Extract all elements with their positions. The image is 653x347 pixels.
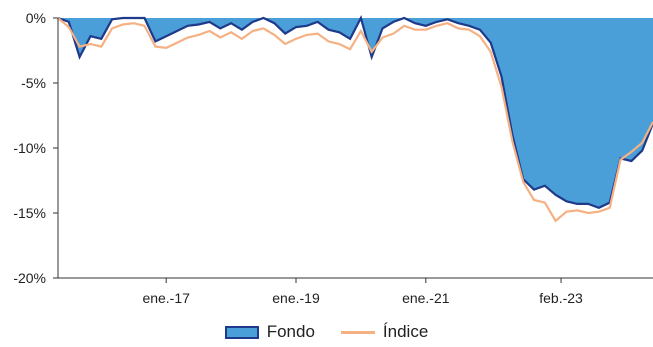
legend-item-indice: Índice (340, 322, 429, 342)
plot-area (57, 15, 653, 223)
y-tick-label: -5% (21, 75, 46, 91)
legend-label-fondo: Fondo (266, 322, 315, 341)
y-tick-label: 0% (26, 10, 46, 26)
x-tick-label: ene.-17 (142, 290, 190, 306)
legend-label-indice: Índice (382, 322, 429, 341)
fondo-edge-line (57, 15, 653, 209)
y-tick-label: -20% (13, 270, 46, 286)
y-axis-ticks: 0% -5% -10% -15% -20% (13, 10, 58, 286)
y-tick-label: -15% (13, 205, 46, 221)
fondo-area (58, 18, 653, 208)
indice-line (57, 17, 653, 223)
legend-swatch-indice (340, 330, 375, 334)
legend-swatch-fondo (224, 325, 259, 339)
x-axis-ticks: ene.-17 ene.-19 ene.-21 feb.-23 (142, 278, 583, 306)
x-tick-label: ene.-19 (272, 290, 320, 306)
y-tick-label: -10% (13, 140, 46, 156)
x-tick-label: ene.-21 (402, 290, 450, 306)
x-tick-label: feb.-23 (539, 290, 583, 306)
legend-item-fondo: Fondo (224, 322, 315, 342)
legend: Fondo Índice (0, 322, 653, 342)
